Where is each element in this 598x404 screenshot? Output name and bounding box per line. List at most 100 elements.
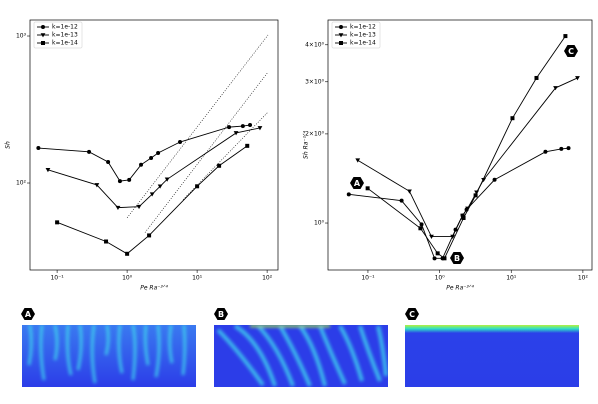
- y-tick-label: 4×10⁰: [305, 41, 324, 48]
- legend-label: k=1e-14: [52, 40, 78, 47]
- marker: [36, 146, 41, 151]
- marker: [164, 177, 170, 182]
- marker: [240, 124, 245, 129]
- plot-frame: [327, 19, 593, 271]
- marker: [461, 215, 466, 220]
- marker: [55, 220, 60, 225]
- series-line: [348, 147, 569, 259]
- x-tick-label: 10⁻¹: [50, 275, 64, 282]
- marker: [355, 158, 361, 163]
- x-tick-label: 10⁰: [122, 275, 133, 282]
- marker: [125, 251, 130, 256]
- marker: [147, 233, 152, 238]
- marker: [563, 34, 568, 39]
- marker: [248, 123, 253, 128]
- field-c: [405, 325, 579, 387]
- marker: [492, 177, 497, 182]
- marker: [45, 167, 51, 173]
- legend-label: k=1e-13: [350, 32, 376, 39]
- marker: [442, 256, 447, 261]
- marker: [127, 177, 132, 182]
- marker: [338, 33, 344, 38]
- panel-badge: [405, 307, 419, 321]
- y-axis-label: Sh: [5, 141, 12, 149]
- y-tick-label: 2×10⁰: [305, 130, 324, 137]
- marker: [117, 179, 122, 184]
- annotation-badge: [350, 176, 364, 190]
- marker: [157, 184, 163, 189]
- y-axis-label: Sh Ra⁻¹ᐟ⁴: [303, 130, 310, 158]
- marker: [94, 183, 100, 188]
- x-axis-label: Pe Ra⁻³ᐟ⁴: [140, 285, 168, 292]
- marker: [418, 226, 423, 231]
- marker: [435, 251, 440, 256]
- y-tick-label: 10³: [16, 33, 27, 40]
- marker: [217, 163, 222, 168]
- marker: [460, 213, 465, 218]
- annotation-label: C: [568, 47, 574, 56]
- marker: [534, 75, 539, 80]
- legend-label: k=1e-13: [52, 32, 78, 39]
- series-line: [38, 124, 251, 182]
- series-line: [47, 127, 261, 209]
- legend-box: [33, 21, 83, 49]
- x-tick-label: 10¹: [192, 275, 203, 282]
- marker: [87, 149, 92, 154]
- marker: [227, 125, 232, 130]
- marker: [136, 204, 142, 210]
- panel-label: A: [25, 310, 32, 319]
- marker: [407, 189, 412, 194]
- annotation-badge: [450, 251, 464, 265]
- marker: [195, 184, 200, 189]
- panel-badge: [214, 307, 228, 321]
- legend-box: [331, 21, 381, 49]
- legend-label: k=1e-12: [350, 24, 376, 31]
- reference-line: [126, 34, 269, 218]
- legend-label: k=1e-12: [52, 24, 78, 31]
- series-line: [357, 77, 578, 238]
- marker: [481, 177, 486, 183]
- marker: [40, 33, 46, 38]
- marker: [257, 126, 263, 131]
- marker: [339, 25, 343, 29]
- series-line: [56, 145, 248, 255]
- marker: [473, 193, 478, 198]
- marker: [566, 146, 571, 151]
- field-panels: [22, 325, 579, 387]
- series-line: [367, 35, 566, 260]
- marker: [575, 76, 580, 81]
- panel-badge: [21, 307, 35, 321]
- marker: [450, 234, 456, 239]
- x-tick-label: 10⁰: [435, 275, 446, 282]
- legend-label: k=1e-14: [350, 40, 376, 47]
- x-tick-label: 10⁻¹: [361, 275, 375, 282]
- marker: [149, 192, 155, 197]
- marker: [149, 155, 154, 160]
- marker: [339, 41, 343, 45]
- plot-frame: [29, 19, 279, 271]
- marker: [559, 146, 564, 151]
- marker: [104, 239, 109, 244]
- marker: [178, 140, 183, 145]
- y-tick-label: 10⁰: [314, 220, 325, 227]
- annotation-label: B: [454, 254, 460, 263]
- marker: [233, 131, 239, 136]
- panel-label: C: [409, 310, 415, 319]
- marker: [41, 25, 45, 29]
- x-axis-label: Pe Ra⁻³ᐟ⁴: [446, 285, 474, 292]
- marker: [365, 186, 370, 191]
- marker: [432, 256, 437, 261]
- marker: [115, 205, 121, 211]
- annotation-label: A: [354, 179, 361, 188]
- plumes-b: [216, 325, 388, 387]
- x-tick-label: 10²: [262, 275, 273, 282]
- panel-label: B: [218, 310, 224, 319]
- marker: [41, 41, 45, 45]
- x-tick-label: 10¹: [506, 275, 517, 282]
- marker: [543, 149, 548, 154]
- marker: [429, 234, 434, 239]
- annotation-badge: [564, 44, 578, 58]
- marker: [399, 198, 404, 203]
- y-tick-label: 3×10⁰: [305, 78, 324, 85]
